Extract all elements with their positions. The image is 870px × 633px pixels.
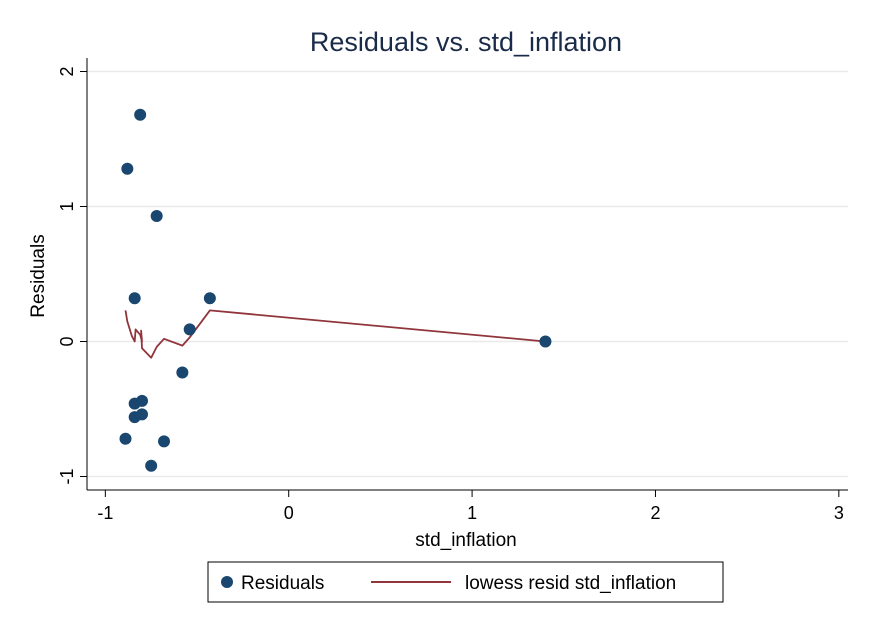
residual-point: [158, 435, 171, 448]
x-tick-label: -1: [97, 503, 113, 523]
residual-point: [150, 209, 163, 222]
residual-point: [136, 408, 149, 421]
x-tick-label: 0: [284, 503, 294, 523]
x-tick-label: 3: [834, 503, 844, 523]
residual-point: [539, 335, 552, 348]
residual-point: [136, 394, 149, 407]
gridlines: [87, 70, 848, 478]
x-axis-label: std_inflation: [415, 530, 516, 551]
x-tick-label: 2: [650, 503, 660, 523]
x-tick-label: 1: [467, 503, 477, 523]
residual-point: [128, 292, 141, 305]
legend-label-lowess: lowess resid std_inflation: [465, 573, 676, 594]
chart-title: Residuals vs. std_inflation: [310, 27, 622, 57]
legend: Residuals lowess resid std_inflation: [207, 561, 724, 603]
legend-marker-residuals: [221, 576, 233, 588]
legend-label-residuals: Residuals: [241, 573, 324, 594]
lowess-line-layer: [124, 309, 546, 359]
residual-point: [121, 162, 134, 175]
y-tick-label: 0: [57, 336, 77, 346]
residual-point: [119, 432, 132, 445]
residual-point: [203, 292, 216, 305]
lowess-line: [124, 309, 546, 359]
y-tick-label: 2: [57, 66, 77, 76]
residual-point: [183, 323, 196, 336]
y-axis-label: Residuals: [28, 234, 49, 317]
y-tick-label: 1: [57, 201, 77, 211]
y-axis: -1 0 1 2: [57, 58, 88, 490]
legend-box: [207, 561, 724, 603]
residual-point: [134, 108, 147, 121]
residual-point: [176, 366, 189, 379]
residual-point: [145, 459, 158, 472]
y-tick-label: -1: [57, 468, 77, 484]
residual-points-layer: [119, 108, 552, 472]
x-axis: -1 0 1 2 3: [87, 489, 848, 523]
